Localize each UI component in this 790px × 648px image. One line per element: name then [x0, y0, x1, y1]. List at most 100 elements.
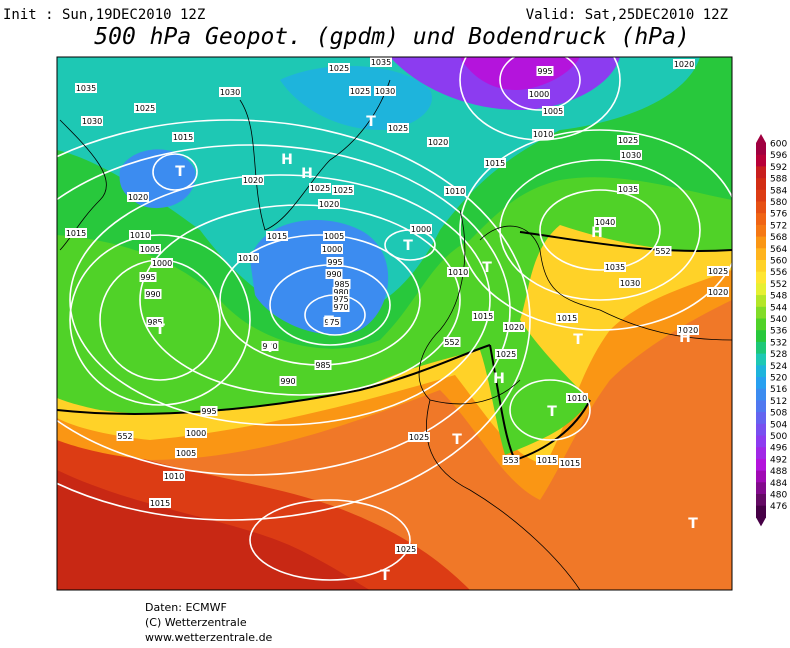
- isobar-label-bg: [314, 360, 332, 370]
- isobar-label-bg: [266, 231, 288, 241]
- isobar-label: 1015: [557, 314, 577, 323]
- isobar-label-bg: [408, 432, 430, 442]
- isobar-label-bg: [149, 498, 171, 508]
- isobar-label-bg: [333, 279, 351, 289]
- isobar-label-bg: [556, 313, 578, 323]
- isobar-label: 1000: [411, 225, 431, 234]
- isobar-label-bg: [139, 272, 157, 282]
- colorbar-label: 540: [770, 315, 787, 325]
- colorbar-band: [756, 271, 766, 284]
- isobar-label-bg: [146, 317, 164, 327]
- isobar-label: 1025: [350, 87, 370, 96]
- isobar-label-bg: [395, 544, 417, 554]
- colorbar-band: [756, 482, 766, 495]
- colorbar-label: 528: [770, 350, 787, 360]
- colorbar-band: [756, 423, 766, 436]
- isobar-label: 990: [326, 270, 341, 279]
- field-darkred: [57, 470, 370, 590]
- isobar-label: 1025: [135, 104, 155, 113]
- isobar-label-bg: [707, 266, 729, 276]
- isobar-label-bg: [566, 393, 588, 403]
- colorbar-label: 488: [770, 467, 787, 477]
- colorbar-label: 532: [770, 338, 787, 348]
- colorbar-label: 596: [770, 151, 787, 161]
- isobar-label-bg: [75, 83, 97, 93]
- isobar-label-bg: [495, 349, 517, 359]
- colorbar-band: [756, 341, 766, 355]
- colorbar-label: 584: [770, 186, 787, 196]
- colorbar-band: [756, 494, 766, 507]
- isobar-label-bg: [318, 199, 340, 209]
- isobar-label-bg: [410, 224, 432, 234]
- isobar-label-bg: [129, 230, 151, 240]
- isobar-label-bg: [325, 269, 343, 279]
- isobar-label: 1025: [409, 433, 429, 442]
- isobar-label: 1035: [605, 263, 625, 272]
- pressure-center: T: [155, 322, 165, 338]
- isobar-label: 552: [444, 338, 459, 347]
- isobar-label-bg: [172, 132, 194, 142]
- colorbar-label: 600: [770, 140, 787, 150]
- pressure-center: T: [452, 432, 462, 448]
- map-title: 500 hPa Geopot. (gpdm) und Bodendruck (h…: [94, 24, 689, 50]
- isobar-label-bg: [127, 192, 149, 202]
- isobar-label-bg: [559, 458, 581, 468]
- map-frame: [56, 56, 733, 591]
- isobar-label-bg: [151, 258, 173, 268]
- isobar-label-bg: [447, 267, 469, 277]
- isobar-label-bg: [237, 253, 259, 263]
- colorbar-label: 544: [770, 303, 787, 313]
- isobar-label-bg: [604, 262, 626, 272]
- isobar-label-bg: [427, 137, 449, 147]
- map-labels: 1035 1030 1025 1015 1020 1015 1010 1005 1000 995 9…: [65, 57, 729, 584]
- isobar-label-bg: [542, 106, 564, 116]
- isobar-label: 990: [280, 377, 295, 386]
- pressure-center: H: [591, 225, 603, 241]
- colorbar-band: [756, 213, 766, 226]
- isobar-label: 1035: [76, 84, 96, 93]
- isobar-label: 1020: [428, 138, 448, 147]
- isobar-label-bg: [349, 86, 371, 96]
- contour-552-east: [519, 231, 732, 252]
- isobar-label: 985: [334, 280, 349, 289]
- colorbar-band: [756, 189, 766, 202]
- colorbar-label: 572: [770, 221, 787, 231]
- isobar-label: 1020: [708, 288, 728, 297]
- colorbar-band: [756, 435, 766, 448]
- isobar-label: 1000: [152, 259, 172, 268]
- isobar-label: 1030: [82, 117, 102, 126]
- isobar-label: 1015: [66, 229, 86, 238]
- colorbar-band: [756, 400, 766, 413]
- isobar-label: 1020: [243, 176, 263, 185]
- isobar-label: 552: [655, 247, 670, 256]
- isobar-label: 1035: [371, 58, 391, 67]
- pressure-center: T: [482, 260, 492, 276]
- pressure-center: H: [679, 330, 691, 346]
- isobar-label-bg: [219, 87, 241, 97]
- colorbar-band: [756, 318, 766, 331]
- isobar-label: 1020: [504, 323, 524, 332]
- isobar-label-bg: [594, 217, 616, 227]
- isobar-label-bg: [65, 228, 87, 238]
- isobar-label-bg: [528, 89, 550, 99]
- colorbar-band: [756, 143, 766, 156]
- colorbar-band: [756, 447, 766, 460]
- isobar-label-bg: [387, 123, 409, 133]
- colorbar-band: [756, 248, 766, 261]
- isobar-label-bg: [175, 448, 197, 458]
- colorbar-label: 592: [770, 163, 787, 173]
- colorbar-band: [756, 236, 766, 249]
- isobar-label: 1025: [329, 64, 349, 73]
- pressure-center: T: [547, 404, 557, 420]
- isobar-label: 1030: [621, 151, 641, 160]
- isobar-label-bg: [536, 66, 554, 76]
- colorbar-band: [756, 412, 766, 425]
- pressure-center: H: [281, 152, 293, 168]
- isobar-label-bg: [309, 183, 331, 193]
- isobar-label-bg: [326, 257, 344, 267]
- colorbar-label: 496: [770, 444, 787, 454]
- colorbar-band: [756, 505, 766, 518]
- pressure-center: T: [380, 568, 390, 584]
